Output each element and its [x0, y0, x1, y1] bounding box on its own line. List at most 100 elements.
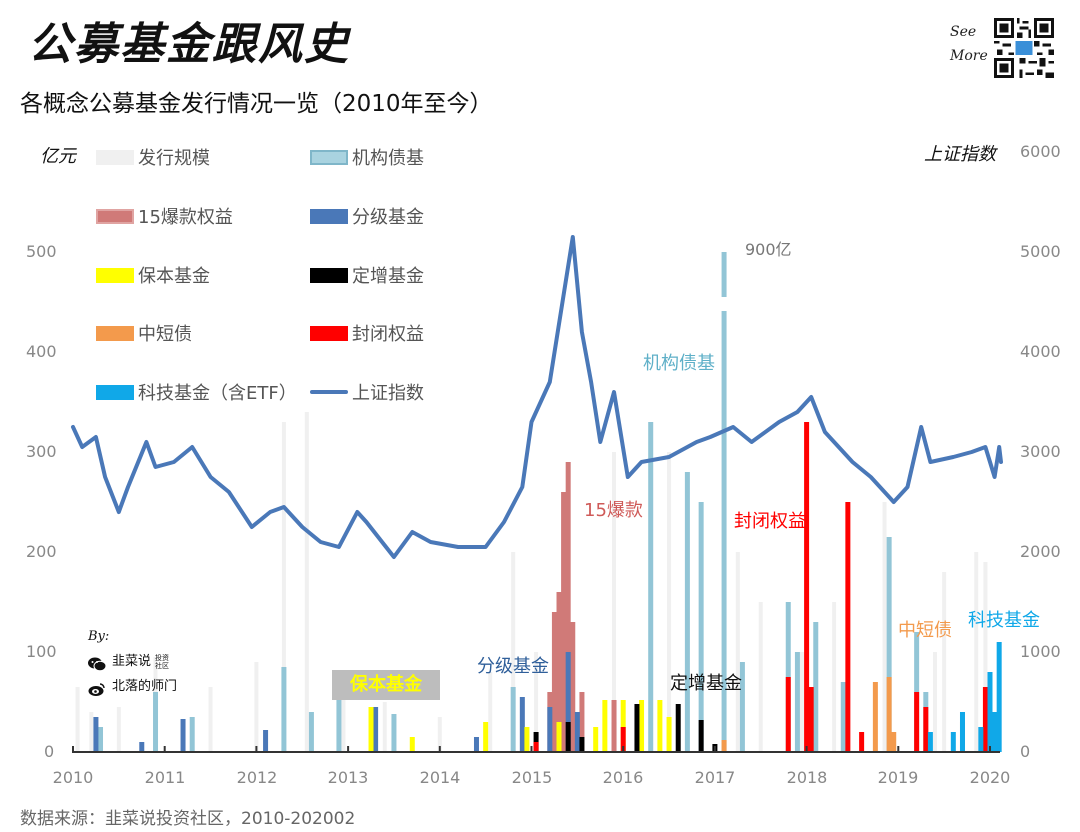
x-tick: 2015 — [511, 768, 553, 787]
series-bar — [813, 622, 819, 752]
series-bar — [794, 652, 800, 752]
series-bar — [675, 704, 681, 752]
issuance-bar — [758, 602, 763, 752]
issuance-bar — [281, 422, 286, 752]
x-tick: 2016 — [602, 768, 644, 787]
credits-by: By: — [88, 629, 110, 644]
x-tick: 2017 — [694, 768, 736, 787]
series-bar — [533, 742, 539, 752]
series-bar — [666, 717, 672, 752]
series-bar — [639, 700, 645, 752]
issuance-bar — [75, 687, 80, 752]
wechat-tag: 投资社区 — [155, 653, 170, 670]
legend-item-short-bond: 中短债 — [96, 320, 192, 346]
series-bar — [987, 672, 993, 752]
legend-swatch-structured — [310, 208, 348, 224]
issuance-bar — [437, 717, 442, 752]
page-title: 公募基金跟风史 — [28, 19, 350, 70]
series-bar — [721, 252, 727, 752]
series-bar — [473, 737, 479, 752]
legend-item-inst-bond: 机构债基 — [310, 144, 424, 170]
series-bar — [982, 687, 988, 752]
series-bar — [978, 727, 984, 752]
series-bar — [698, 502, 704, 752]
series-bar — [891, 732, 897, 752]
series-bar — [996, 642, 1002, 752]
series-bar — [519, 697, 525, 752]
left-tick: 500 — [26, 242, 57, 261]
wechat-account: 韭菜说 — [112, 654, 152, 669]
legend-label: 15爆款权益 — [138, 207, 233, 228]
legend-item-closed-equity: 封闭权益 — [310, 320, 424, 346]
x-tick: 2019 — [877, 768, 919, 787]
weibo-icon — [88, 680, 106, 696]
annotation-closed-equity: 封闭权益 — [734, 511, 806, 532]
series-bar — [180, 719, 186, 752]
series-bar — [620, 700, 626, 752]
issuance-bar — [341, 672, 346, 752]
legend-label: 定增基金 — [352, 266, 424, 287]
right-axis-unit: 上证指数 — [924, 144, 996, 165]
left-tick: 100 — [26, 642, 57, 661]
legend-swatch-tech — [96, 384, 134, 400]
legend-swatch-guaranteed — [96, 267, 134, 283]
series-bar — [840, 682, 846, 752]
series-bar — [391, 714, 397, 752]
see-more-label[interactable]: See More — [950, 20, 988, 68]
right-tick: 2000 — [1020, 542, 1061, 561]
legend-swatch-inst-bond — [310, 149, 348, 165]
annotation-structured: 分级基金 — [477, 656, 549, 677]
right-tick: 4000 — [1020, 342, 1061, 361]
issuance-bar — [304, 412, 309, 752]
chart-subtitle: 各概念公募基金发行情况一览（2010年至今） — [20, 91, 493, 117]
series-bar — [308, 712, 314, 752]
series-bar — [574, 712, 580, 752]
series-bar — [859, 732, 865, 752]
series-bar — [373, 707, 379, 752]
series-bar — [634, 704, 640, 752]
issuance-bar — [667, 452, 672, 752]
annotation-hot15: 15爆款 — [584, 500, 643, 521]
series-bar — [565, 462, 571, 752]
series-bar — [602, 700, 608, 752]
series-bar — [927, 732, 933, 752]
x-tick: 2020 — [969, 768, 1011, 787]
series-bar — [565, 652, 571, 752]
series-bar — [93, 717, 99, 752]
x-tick: 2014 — [419, 768, 461, 787]
series-bar — [556, 722, 562, 752]
series-bar — [565, 722, 571, 752]
series-bar — [808, 687, 814, 752]
right-tick: 6000 — [1020, 142, 1061, 161]
legend-item-guaranteed: 保本基金 — [96, 262, 210, 288]
x-tick: 2011 — [144, 768, 186, 787]
left-tick: 400 — [26, 342, 57, 361]
x-tick: 2012 — [236, 768, 278, 787]
legend-swatch-private-placement — [310, 267, 348, 283]
issuance-bar — [382, 702, 387, 752]
issuance-bar — [612, 452, 617, 752]
left-tick: 200 — [26, 542, 57, 561]
series-bar — [561, 492, 567, 752]
series-bar — [684, 472, 690, 752]
series-bar — [524, 727, 530, 752]
x-tick: 2013 — [327, 768, 369, 787]
annotation-private-placement: 定增基金 — [670, 673, 742, 694]
qr-code-icon[interactable] — [994, 18, 1054, 78]
see-more-line1: See — [950, 24, 977, 40]
legend-item-hot15: 15爆款权益 — [96, 203, 233, 229]
series-bar — [139, 742, 145, 752]
legend-label: 发行规模 — [138, 148, 210, 169]
series-bar — [959, 712, 965, 752]
series-bar — [886, 677, 892, 752]
series-bar — [551, 612, 557, 752]
issuance-bar — [983, 562, 988, 752]
series-bar — [547, 707, 553, 752]
x-tick: 2010 — [52, 768, 94, 787]
series-bar — [281, 667, 287, 752]
series-bar — [556, 592, 562, 752]
series-bar — [992, 712, 998, 752]
series-bar — [483, 722, 489, 752]
legend-item-sse-index: 上证指数 — [310, 379, 424, 405]
